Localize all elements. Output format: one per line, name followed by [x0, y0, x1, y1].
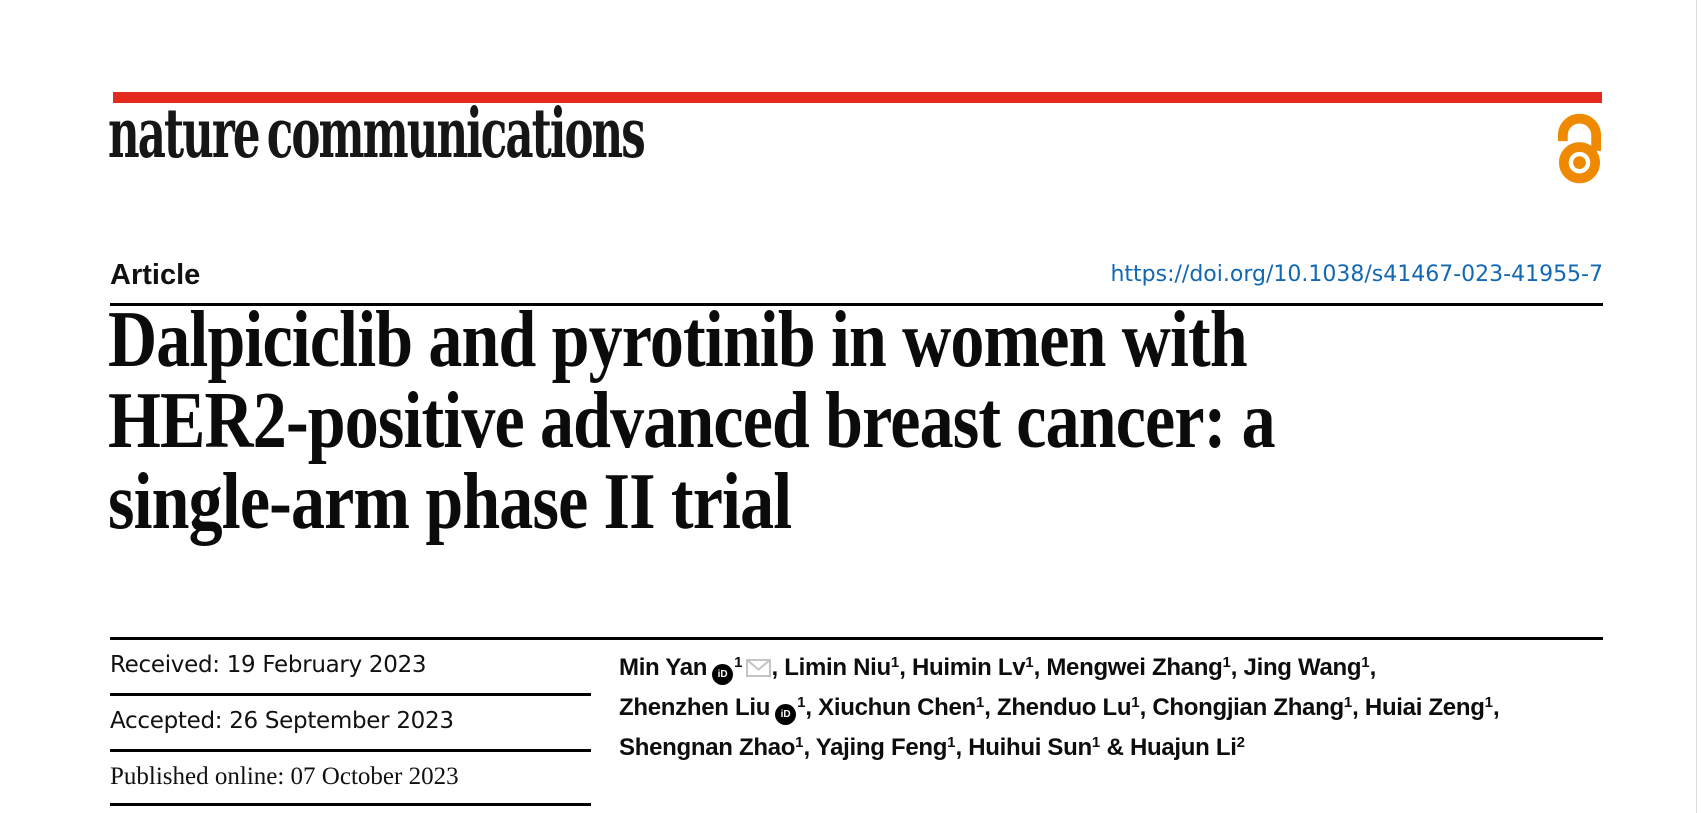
author-name-text: , Xiuchun Chen	[805, 694, 976, 721]
article-title: Dalpiciclib and pyrotinib in women with …	[108, 296, 1276, 546]
author-name-text: , Huimin Lv	[899, 654, 1026, 681]
author-name-text: Zhenzhen Liu	[619, 694, 771, 721]
affiliation-superscript: 1	[734, 654, 743, 671]
author-name-text: ,	[1369, 654, 1377, 681]
date-accepted: Accepted: 26 September 2023	[110, 696, 591, 752]
email-envelope-icon[interactable]	[745, 649, 771, 686]
metadata-top-rule	[110, 637, 1603, 640]
affiliation-superscript: 2	[1236, 734, 1245, 751]
date-received: Received: 19 February 2023	[110, 640, 591, 696]
header-divider-rule	[110, 303, 1603, 306]
author-name-text: , Limin Niu	[771, 654, 892, 681]
author-name-text: Min Yan	[619, 654, 708, 681]
date-published-online: Published online: 07 October 2023	[110, 752, 591, 806]
author-name-text: Shengnan Zhao	[619, 734, 796, 761]
affiliation-superscript: 1	[1484, 694, 1493, 711]
page-right-edge-divider	[1696, 0, 1697, 813]
article-type-kicker: Article	[110, 259, 201, 291]
author-list: Min Yan iD1, Limin Niu1, Huimin Lv1, Meng…	[619, 649, 1614, 769]
article-title-line-2: HER2-positive advanced breast cancer: a	[108, 377, 1276, 465]
affiliation-superscript: 1	[797, 694, 806, 711]
author-line: Shengnan Zhao1, Yajing Feng1, Huihui Sun…	[619, 729, 1614, 769]
author-name-text: , Yajing Feng	[803, 734, 948, 761]
affiliation-superscript: 1	[1025, 654, 1034, 671]
author-line: Min Yan iD1, Limin Niu1, Huimin Lv1, Meng…	[619, 649, 1614, 689]
affiliation-superscript: 1	[890, 654, 900, 671]
author-name-text: & Huajun Li	[1100, 734, 1237, 761]
affiliation-superscript: 1	[975, 694, 985, 711]
affiliation-superscript: 1	[1361, 654, 1370, 671]
affiliation-superscript: 1	[795, 734, 804, 751]
author-name-text: , Huihui Sun	[955, 734, 1092, 761]
author-name-text: , Chongjian Zhang	[1139, 694, 1345, 721]
author-name-text: ,	[1492, 694, 1500, 721]
open-access-padlock-icon	[1556, 110, 1602, 184]
affiliation-superscript: 1	[947, 734, 956, 751]
journal-logo: nature communications	[108, 94, 646, 174]
author-name-text: , Zhenduo Lu	[984, 694, 1132, 721]
article-title-line-1: Dalpiciclib and pyrotinib in women with	[108, 296, 1248, 384]
affiliation-superscript: 1	[1343, 694, 1353, 711]
affiliation-superscript: 1	[1091, 734, 1101, 751]
author-name-text: , Jing Wang	[1230, 654, 1362, 681]
author-name-text: , Huiai Zeng	[1352, 694, 1485, 721]
orcid-id-icon[interactable]: iD	[712, 664, 734, 685]
doi-link[interactable]: https://doi.org/10.1038/s41467-023-41955…	[1110, 262, 1603, 287]
orcid-id-icon[interactable]: iD	[775, 704, 797, 725]
affiliation-superscript: 1	[1222, 654, 1231, 671]
dates-panel: Received: 19 February 2023 Accepted: 26 S…	[110, 640, 591, 806]
article-title-line-3: single-arm phase II trial	[108, 458, 792, 546]
author-line: Zhenzhen Liu iD1, Xiuchun Chen1, Zhenduo …	[619, 689, 1614, 729]
brand-color-bar	[113, 92, 1602, 103]
affiliation-superscript: 1	[1131, 694, 1140, 711]
author-name-text: , Mengwei Zhang	[1033, 654, 1223, 681]
